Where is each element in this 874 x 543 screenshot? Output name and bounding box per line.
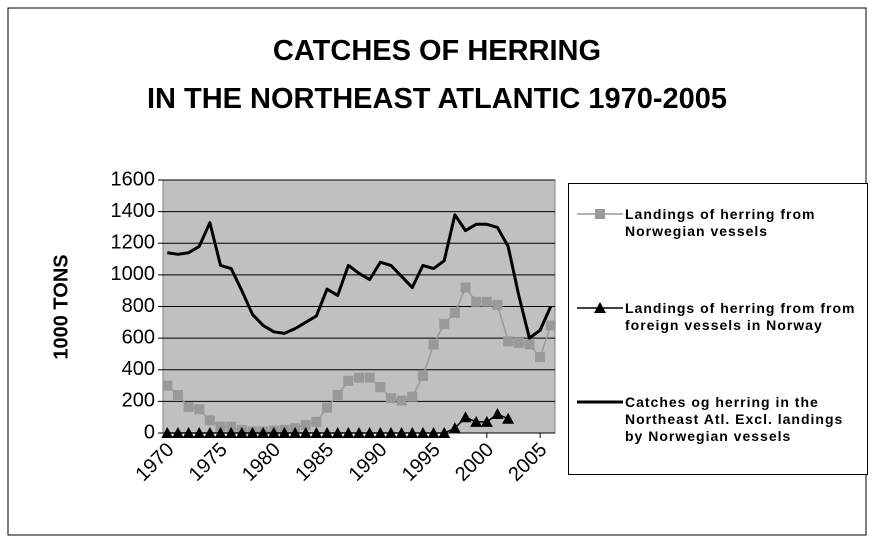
legend-label: Landings of herring from from foreign ve… [625, 300, 856, 333]
point [161, 427, 174, 438]
y-tick-label: 1000 [111, 263, 156, 285]
point [407, 391, 418, 402]
chart-title: CATCHES OF HERRING IN THE NORTHEAST ATLAN… [147, 35, 727, 115]
point [226, 421, 237, 432]
point [364, 372, 375, 383]
point [322, 402, 333, 413]
point [595, 209, 605, 219]
point [374, 427, 387, 438]
point [492, 299, 503, 310]
point [343, 375, 354, 386]
point [235, 427, 248, 438]
point [225, 427, 238, 438]
point [310, 427, 323, 438]
point [449, 307, 460, 318]
point [471, 296, 482, 307]
point [342, 427, 355, 438]
legend-swatch [577, 209, 623, 219]
point [502, 412, 515, 424]
point [396, 395, 407, 406]
point [395, 427, 408, 438]
point [535, 352, 546, 363]
point [480, 415, 493, 427]
point [332, 390, 343, 401]
point [289, 427, 302, 438]
point [406, 427, 419, 438]
point [193, 427, 206, 438]
point [183, 401, 194, 412]
point [470, 415, 483, 427]
legend: Landings of herring from Norwegian vesse… [568, 183, 868, 475]
point [460, 282, 471, 293]
y-tick-label: 1400 [111, 200, 156, 222]
point [439, 318, 450, 329]
point [214, 427, 227, 438]
point [416, 427, 429, 438]
point [545, 320, 556, 331]
y-tick-label: 1200 [111, 232, 156, 254]
point [172, 390, 183, 401]
point [182, 427, 195, 438]
point [278, 427, 291, 438]
point [246, 427, 259, 438]
legend-entry: Landings of herring from from foreign ve… [569, 300, 869, 334]
legend-swatch [577, 302, 623, 313]
point [594, 302, 606, 313]
point [524, 339, 535, 350]
legend-entry: Landings of herring from Norwegian vesse… [569, 206, 869, 240]
point [162, 380, 173, 391]
y-tick-label: 1600 [111, 168, 156, 190]
point [194, 404, 205, 415]
point [385, 393, 396, 404]
point [491, 408, 504, 420]
point [321, 427, 334, 438]
legend-swatch [577, 400, 623, 404]
point [299, 427, 312, 438]
point [257, 427, 270, 438]
point [300, 420, 311, 431]
point [204, 415, 215, 426]
y-tick-label: 0 [144, 421, 155, 443]
point [417, 371, 428, 382]
y-tick-label: 800 [122, 295, 155, 317]
point [203, 427, 216, 438]
legend-label: Landings of herring from Norwegian vesse… [625, 206, 816, 239]
point [428, 339, 439, 350]
y-tick-label: 200 [122, 390, 155, 412]
point [171, 427, 184, 438]
y-tick-label: 400 [122, 358, 155, 380]
point [215, 421, 226, 432]
point [459, 411, 472, 423]
point [384, 427, 397, 438]
point [363, 427, 376, 438]
point [438, 427, 451, 438]
point [353, 427, 365, 438]
point [481, 296, 492, 307]
legend-label: Catches og herring in the Northeast Atl.… [625, 394, 844, 444]
point [513, 337, 524, 348]
y-tick-label: 600 [122, 326, 155, 348]
point [311, 416, 322, 427]
y-axis-label: 1000 TONS [50, 254, 72, 359]
point [267, 427, 280, 438]
point [448, 422, 461, 434]
legend-entry: Catches og herring in the Northeast Atl.… [569, 394, 869, 445]
point [503, 336, 514, 347]
point [354, 372, 364, 383]
point [427, 427, 440, 438]
series-line [167, 213, 553, 340]
point [375, 382, 386, 393]
point [331, 427, 344, 438]
